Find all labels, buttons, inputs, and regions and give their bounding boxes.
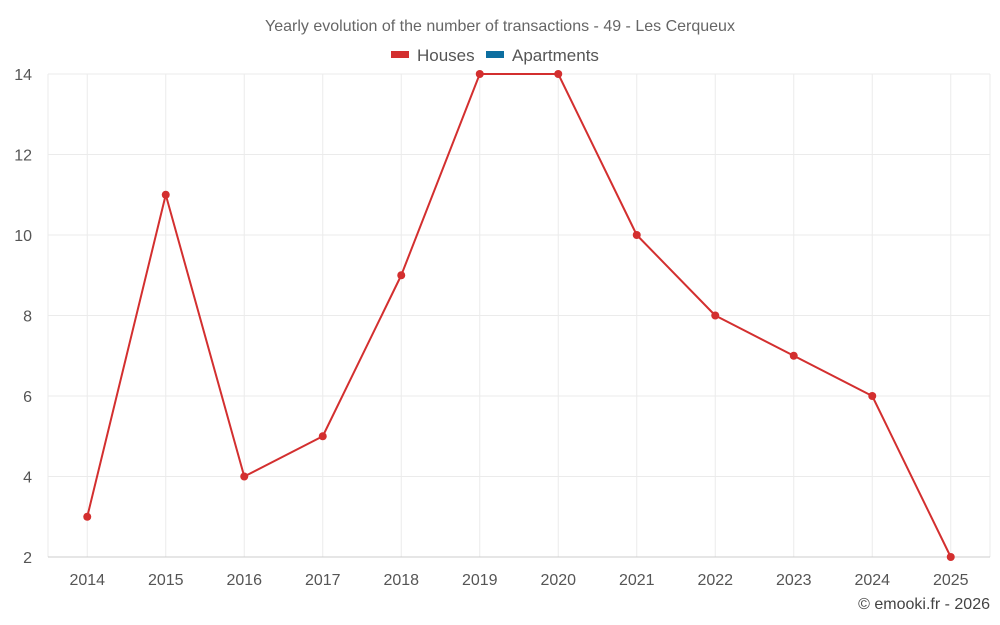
- grid: [47, 73, 991, 557]
- legend-swatch-apartments[interactable]: [486, 51, 504, 58]
- x-tick-label-2022: 2022: [697, 572, 733, 589]
- data-point-houses-2018[interactable]: [397, 271, 406, 280]
- x-tick-label-2025: 2025: [933, 572, 969, 589]
- series-line-houses: [86, 73, 952, 558]
- y-axis: 2 4 6 8 10 12 14: [14, 67, 32, 567]
- y-tick-label-4: 4: [23, 470, 32, 487]
- x-tick-label-2016: 2016: [226, 572, 262, 589]
- chart-title: Yearly evolution of the number of transa…: [265, 18, 735, 35]
- data-point-houses-2014[interactable]: [83, 512, 92, 521]
- data-point-houses-2019[interactable]: [475, 70, 484, 78]
- credit-text: © emooki.fr - 2026: [858, 596, 990, 613]
- x-tick-label-2019: 2019: [462, 572, 498, 589]
- series-houses: [83, 70, 955, 561]
- legend-label-houses[interactable]: Houses: [417, 46, 475, 65]
- legend-label-apartments[interactable]: Apartments: [512, 46, 599, 65]
- y-tick-label-8: 8: [23, 309, 32, 326]
- data-point-houses-2021[interactable]: [632, 231, 641, 239]
- x-tick-label-2015: 2015: [148, 572, 184, 589]
- x-tick-label-2017: 2017: [305, 572, 341, 589]
- data-point-houses-2024[interactable]: [868, 392, 877, 400]
- y-tick-label-14: 14: [14, 67, 32, 84]
- x-axis: 2014 2015 2016 2017 2018 2019 2020 2021 2022 2023…: [48, 556, 990, 589]
- x-tick-label-2023: 2023: [776, 572, 812, 589]
- data-point-houses-2022[interactable]: [711, 311, 720, 320]
- x-tick-label-2024: 2024: [854, 572, 890, 589]
- y-tick-label-2: 2: [23, 550, 32, 567]
- x-tick-label-2021: 2021: [619, 572, 655, 589]
- x-tick-label-2014: 2014: [69, 572, 105, 589]
- data-point-houses-2015[interactable]: [161, 190, 170, 199]
- x-tick-label-2020: 2020: [540, 572, 576, 589]
- data-point-houses-2020[interactable]: [554, 70, 563, 78]
- y-tick-label-12: 12: [14, 148, 32, 165]
- data-point-houses-2023[interactable]: [789, 351, 798, 360]
- y-tick-label-10: 10: [14, 228, 32, 245]
- data-point-houses-2025[interactable]: [946, 553, 955, 561]
- legend-swatch-houses[interactable]: [391, 51, 409, 58]
- data-point-houses-2016[interactable]: [240, 472, 249, 481]
- legend: Houses Apartments: [391, 46, 599, 65]
- data-point-houses-2017[interactable]: [318, 432, 327, 441]
- x-tick-label-2018: 2018: [383, 572, 419, 589]
- y-tick-label-6: 6: [23, 389, 32, 406]
